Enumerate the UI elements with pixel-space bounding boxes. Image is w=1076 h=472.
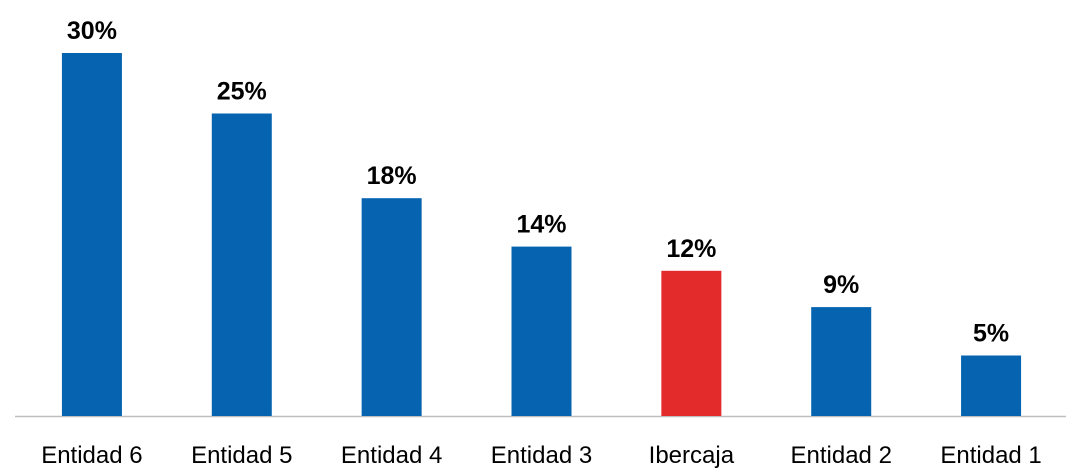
category-label: Entidad 1 <box>940 442 1041 469</box>
value-label: 12% <box>666 235 716 263</box>
bar <box>811 307 872 416</box>
category-label: Ibercaja <box>649 442 735 469</box>
value-label: 25% <box>217 78 267 106</box>
value-label: 14% <box>516 211 566 239</box>
value-label: 9% <box>823 271 859 299</box>
category-label: Entidad 5 <box>191 442 292 469</box>
value-label: 5% <box>973 320 1009 348</box>
category-label: Entidad 2 <box>791 442 892 469</box>
category-label: Entidad 4 <box>341 442 442 469</box>
bar <box>361 198 422 416</box>
bar <box>961 355 1022 416</box>
value-label: 18% <box>367 162 417 190</box>
category-label: Entidad 3 <box>491 442 592 469</box>
bar <box>661 270 722 416</box>
bar <box>511 246 572 416</box>
bar <box>211 113 272 416</box>
value-label: 30% <box>67 17 117 45</box>
bar <box>61 53 122 416</box>
category-label: Entidad 6 <box>41 442 142 469</box>
